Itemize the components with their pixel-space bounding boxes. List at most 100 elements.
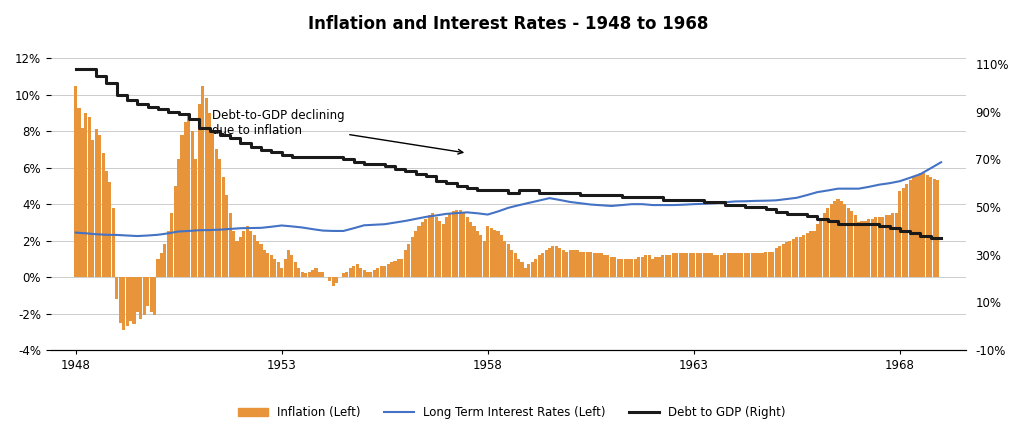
Bar	[126, 277, 129, 326]
Bar	[345, 272, 348, 277]
Bar	[170, 213, 173, 277]
Bar	[912, 177, 915, 277]
Bar	[232, 231, 236, 277]
Bar	[548, 248, 551, 277]
Bar	[328, 277, 332, 281]
Bar	[493, 230, 497, 277]
Bar	[376, 268, 379, 277]
Bar	[520, 262, 523, 277]
Bar	[390, 262, 393, 277]
Bar	[122, 277, 125, 330]
Bar	[408, 244, 411, 277]
Bar	[727, 253, 730, 277]
Bar	[603, 255, 606, 277]
Bar	[424, 219, 427, 277]
Bar	[754, 253, 757, 277]
Bar	[593, 253, 596, 277]
Bar	[294, 262, 297, 277]
Bar	[774, 248, 778, 277]
Bar	[322, 272, 325, 277]
Bar	[751, 253, 754, 277]
Bar	[572, 250, 575, 277]
Bar	[380, 266, 383, 277]
Bar	[631, 259, 634, 277]
Bar	[198, 104, 201, 277]
Bar	[637, 257, 640, 277]
Bar	[908, 181, 911, 277]
Bar	[527, 264, 530, 277]
Bar	[459, 209, 462, 277]
Bar	[132, 277, 135, 325]
Bar	[657, 257, 660, 277]
Bar	[874, 217, 878, 277]
Bar	[383, 266, 386, 277]
Bar	[771, 252, 774, 277]
Bar	[610, 257, 613, 277]
Bar	[854, 215, 857, 277]
Bar	[524, 268, 527, 277]
Bar	[222, 177, 225, 277]
Bar	[281, 268, 284, 277]
Bar	[174, 186, 177, 277]
Bar	[359, 268, 362, 277]
Bar	[225, 195, 228, 277]
Bar	[256, 241, 259, 277]
Bar	[788, 241, 792, 277]
Bar	[926, 175, 929, 277]
Bar	[844, 204, 847, 277]
Bar	[335, 277, 338, 283]
Bar	[819, 219, 822, 277]
Bar	[850, 212, 853, 277]
Bar	[589, 252, 592, 277]
Bar	[504, 241, 507, 277]
Bar	[857, 222, 860, 277]
Bar	[929, 177, 932, 277]
Bar	[452, 212, 455, 277]
Bar	[799, 237, 802, 277]
Bar	[662, 255, 665, 277]
Bar	[538, 255, 541, 277]
Bar	[507, 244, 510, 277]
Bar	[441, 224, 444, 277]
Bar	[428, 215, 431, 277]
Bar	[84, 113, 87, 277]
Bar	[276, 262, 280, 277]
Bar	[414, 231, 417, 277]
Bar	[352, 266, 355, 277]
Bar	[829, 204, 833, 277]
Bar	[644, 255, 647, 277]
Bar	[606, 255, 609, 277]
Bar	[579, 252, 582, 277]
Bar	[713, 255, 716, 277]
Bar	[740, 253, 743, 277]
Bar	[98, 135, 101, 277]
Bar	[613, 257, 616, 277]
Bar	[545, 250, 548, 277]
Bar	[479, 235, 482, 277]
Bar	[263, 250, 266, 277]
Bar	[445, 217, 449, 277]
Bar	[482, 241, 485, 277]
Bar	[535, 259, 538, 277]
Bar	[456, 209, 459, 277]
Bar	[936, 181, 939, 277]
Bar	[349, 268, 352, 277]
Bar	[669, 255, 672, 277]
Bar	[720, 255, 723, 277]
Bar	[826, 208, 829, 277]
Bar	[699, 253, 702, 277]
Bar	[867, 219, 870, 277]
Bar	[74, 86, 77, 277]
Bar	[167, 231, 170, 277]
Bar	[297, 268, 300, 277]
Bar	[575, 250, 579, 277]
Bar	[816, 224, 819, 277]
Bar	[469, 222, 472, 277]
Bar	[809, 231, 812, 277]
Bar	[472, 226, 475, 277]
Bar	[489, 228, 493, 277]
Bar	[438, 221, 441, 277]
Bar	[627, 259, 630, 277]
Bar	[822, 213, 825, 277]
Bar	[112, 208, 115, 277]
